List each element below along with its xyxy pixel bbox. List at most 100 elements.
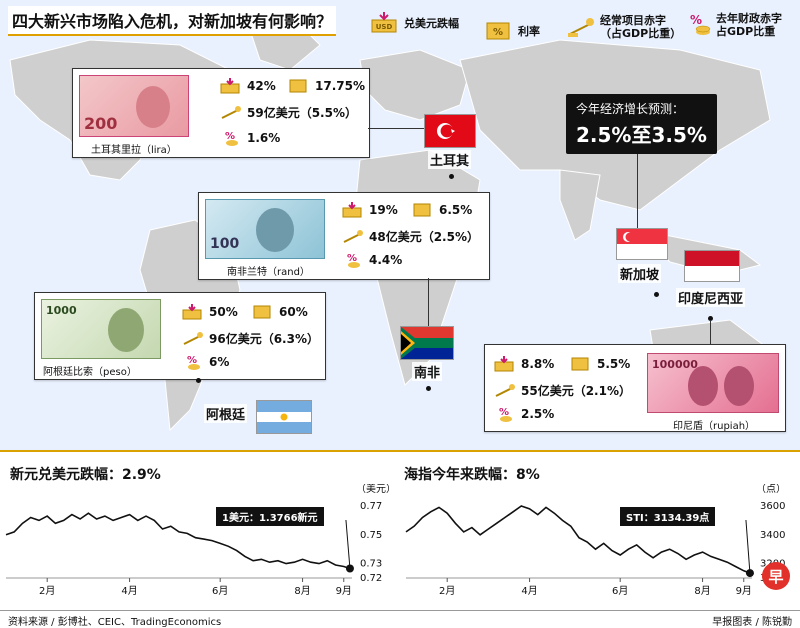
scale-coin-icon [219,103,243,121]
chart-sti-x-tick: 9月 [736,585,752,597]
rupiah-banknote-image: 100000 [647,353,779,413]
chart-sti-annotation-leader [745,519,751,574]
percent-chart-icon [251,303,275,321]
percent-coin-icon: % [341,251,365,269]
indonesia-fiscal: % 2.5% [493,405,554,423]
footer-divider [0,610,800,611]
zaobao-logo: 早 [762,562,790,590]
chart-sgd-y-tick: 0.73 [360,559,382,570]
svg-text:USD: USD [376,23,393,31]
chart-sti-x-tick: 2月 [439,585,455,597]
chart-sgd-x-tick: 4月 [121,585,137,597]
chart-sgd-annotation: 1美元：1.3766新元 [216,507,324,526]
south-africa-flag [400,326,454,360]
percent-coin-icon: % [493,405,517,423]
rand-banknote-image: 100 [205,199,325,259]
usd-banknote-drop-icon [341,201,365,219]
chart-sti-end-point [745,569,754,578]
chart-sti-y-tick: 3600 [760,501,785,512]
svg-text:%: % [225,131,235,142]
legend-currency-drop-label: 兑美元跌幅 [404,17,459,30]
singapore-dot [654,292,659,297]
turkey-currency-label: 土耳其里拉（lira） [91,145,177,156]
legend-current-account: 经常项目赤字 （占GDP比重） [566,14,681,40]
percent-chart-icon [411,201,435,219]
argentina-dot [196,378,201,383]
chart-sgd-title: 新元兑美元跌幅：2.9% [10,467,161,483]
percent-chart-icon [569,355,593,373]
argentina-currency-label: 阿根廷比索（peso） [43,367,137,378]
turkey-fiscal: % 1.6% [219,129,280,147]
chart-sgd-y-tick: 0.77 [360,501,382,512]
argentina-flag [256,400,312,434]
usd-banknote-drop-icon: USD [370,12,400,34]
chart-sti: （点）36003400320031002月4月6月8月9月 [405,484,786,597]
turkey-drop: 42% [219,77,276,95]
south-africa-dot [426,386,431,391]
svg-text:%: % [499,407,509,418]
indonesia-drop: 8.8% [493,355,554,373]
scale-coin-icon [181,329,205,347]
legend-current-account-label: 经常项目赤字 （占GDP比重） [600,14,682,40]
chart-sti-y-axis-label: （点） [756,484,786,495]
chart-sgd-annotation-leader [345,519,351,569]
argentina-stats-box: 1000 阿根廷比索（peso） 50% 60% 96亿美元（6.3%） % 6… [34,292,326,380]
south-africa-stats-box: 100 南非兰特（rand） 19% 6.5% 48亿美元（2.5%） % 4.… [198,192,490,280]
legend-interest-rate: % 利率 [484,20,540,42]
svg-text:%: % [690,13,702,27]
percent-coin-icon: % [690,13,712,36]
legend-fiscal-deficit: % 去年财政赤字 占GDP比重 [690,12,782,38]
indonesia-connector [710,320,711,344]
turkey-flag [424,114,476,148]
south-africa-rate: 6.5% [411,201,472,219]
section-divider [0,450,800,452]
chart-sti-x-tick: 4月 [521,585,537,597]
argentina-fiscal: % 6% [181,353,229,371]
argentina-name: 阿根廷 [204,404,248,423]
chart-sgd-y-tick: 0.72 [360,573,382,584]
footer-source: 资料来源 / 彭博社、CEIC、TradingEconomics [8,617,222,628]
south-africa-currency-label: 南非兰特（rand） [227,267,310,278]
scale-coin-icon [566,16,596,38]
indonesia-name: 印度尼西亚 [676,288,746,307]
south-africa-name: 南非 [412,362,443,381]
turkey-connector [368,128,424,129]
chart-sgd-x-tick: 2月 [39,585,55,597]
singapore-forecast-box: 今年经济增长预测： 2.5%至3.5% [566,94,717,154]
percent-coin-icon: % [181,353,205,371]
south-africa-fiscal: % 4.4% [341,251,402,269]
forecast-connector [637,154,638,228]
chart-sti-y-tick: 3400 [760,530,785,541]
turkey-name: 土耳其 [428,150,472,169]
chart-sgd-x-tick: 9月 [336,585,352,597]
chart-sgd-x-tick: 8月 [294,585,310,597]
lira-banknote-image: 200 [79,75,189,137]
usd-banknote-drop-icon [219,77,243,95]
svg-text:%: % [493,27,503,38]
legend-interest-rate-label: 利率 [518,25,540,38]
argentina-deficit: 96亿美元（6.3%） [181,329,319,347]
indonesia-currency-label: 印尼盾（rupiah） [673,421,756,432]
legend-currency-drop: USD 兑美元跌幅 [370,12,459,34]
chart-sti-x-tick: 8月 [694,585,710,597]
usd-banknote-drop-icon [493,355,517,373]
scale-coin-icon [493,381,517,399]
indonesia-dot [708,316,713,321]
chart-sti-series-line [405,505,751,574]
south-africa-connector [428,278,429,326]
infographic-title: 四大新兴市场陷入危机，对新加坡有何影响？ [8,6,337,36]
legend-fiscal-deficit-label: 去年财政赤字 占GDP比重 [716,12,782,38]
singapore-name: 新加坡 [618,264,662,283]
singapore-flag [616,228,668,260]
chart-sgd: （美元） 0.77 0.75 0.73 0.72 2月 4月 6月 8月 9月 [5,484,396,597]
charts-section [0,452,800,612]
footer-credit: 早报图表 / 陈锐勤 [712,617,792,628]
turkey-rate: 17.75% [287,77,365,95]
turkey-deficit: 59亿美元（5.5%） [219,103,357,121]
svg-text:%: % [187,355,197,366]
chart-sgd-y-tick: 0.75 [360,530,382,541]
south-africa-drop: 19% [341,201,398,219]
indonesia-stats-box: 8.8% 5.5% 55亿美元（2.1%） % 2.5% 100000 印尼盾（… [484,344,786,432]
scale-coin-icon [341,227,365,245]
percent-chart-icon: % [484,20,514,42]
